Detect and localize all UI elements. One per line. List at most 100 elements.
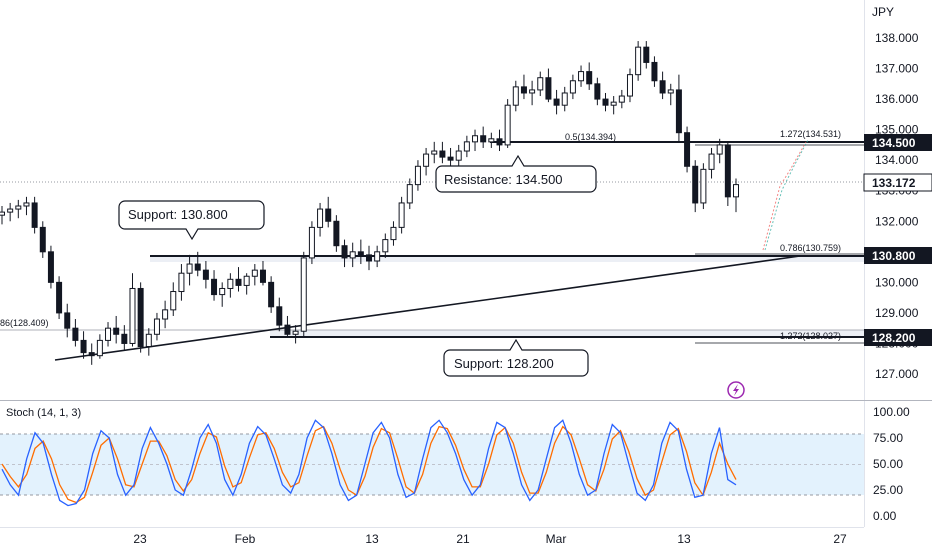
time-tick: 23 [133, 532, 147, 546]
candle [569, 74, 576, 100]
badge-134500[interactable]: 134.500 [864, 134, 932, 151]
candle [578, 65, 585, 87]
callout-resistance-text: Resistance: 134.500 [444, 172, 563, 187]
candle [537, 71, 544, 97]
badge-130800[interactable]: 130.800 [864, 247, 932, 264]
candle [455, 144, 462, 167]
candle [610, 96, 617, 115]
candle [692, 160, 699, 213]
candle [472, 129, 479, 152]
candle [137, 282, 144, 353]
candle [276, 297, 283, 332]
candle [15, 199, 22, 219]
price-tick: 130.000 [875, 275, 919, 289]
candle [227, 273, 234, 298]
badge-128200-text: 128.200 [872, 331, 916, 345]
stoch-tick: 75.00 [873, 431, 903, 445]
stoch-axis[interactable]: 100.00 75.00 50.00 25.00 0.00 [873, 405, 910, 523]
badge-130800-text: 130.800 [872, 249, 916, 263]
price-tick: 135.000 [875, 123, 919, 137]
price-axis[interactable]: 138.000137.000136.000135.000134.000133.0… [875, 31, 919, 381]
candle [374, 245, 381, 268]
badge-current-price[interactable]: 133.172 [863, 173, 932, 192]
callout-support-128-text: Support: 128.200 [454, 356, 554, 371]
badge-current-price-text: 133.172 [872, 176, 916, 190]
candle [162, 300, 169, 329]
candle [292, 325, 299, 344]
candle [545, 68, 552, 103]
candle [733, 178, 739, 213]
candle [529, 80, 536, 106]
callout-support-130[interactable]: Support: 130.800 [118, 200, 265, 241]
candle [512, 80, 519, 112]
candle [178, 264, 185, 301]
candle [504, 99, 511, 148]
candle [96, 334, 103, 359]
candle [382, 233, 389, 258]
candle [88, 343, 95, 365]
candle [194, 251, 201, 277]
stoch-d-line [1, 425, 737, 504]
callout-resistance[interactable]: Resistance: 134.500 [435, 154, 597, 193]
price-tick: 136.000 [875, 92, 919, 106]
candle [366, 245, 372, 271]
candle [594, 77, 601, 106]
candle [463, 135, 470, 158]
price-tick: 138.000 [875, 31, 919, 45]
candle [308, 221, 315, 265]
badge-134500-text: 134.500 [872, 136, 916, 150]
time-tick: Feb [235, 532, 256, 546]
candle [414, 160, 421, 191]
price-tick: 127.000 [875, 367, 919, 381]
candle [626, 68, 633, 103]
candle [700, 163, 707, 210]
candle [145, 328, 152, 356]
candle [31, 196, 38, 234]
time-tick: Mar [546, 532, 567, 546]
candle [243, 273, 250, 295]
support-zone-128 [270, 330, 864, 337]
candle [447, 147, 454, 167]
fib-label-2: 0.786(130.759) [780, 243, 841, 253]
candle [47, 245, 54, 289]
candle [186, 254, 193, 286]
candle [113, 315, 120, 344]
candle [235, 267, 242, 292]
badge-128200[interactable]: 128.200 [864, 329, 932, 346]
trendline[interactable] [54, 255, 801, 361]
candle [64, 303, 71, 338]
callout-support-128[interactable]: Support: 128.200 [443, 338, 589, 377]
projection-red [762, 141, 807, 251]
fib-label-0: 0.5(134.394) [565, 132, 616, 142]
candle [480, 126, 487, 148]
candle [317, 202, 324, 237]
candle [284, 315, 291, 338]
price-tick: 134.000 [875, 153, 919, 167]
candle [202, 260, 209, 289]
candle [643, 41, 650, 69]
candle [333, 215, 340, 252]
candle [7, 202, 14, 222]
candle [219, 282, 226, 307]
candle [561, 86, 568, 112]
stoch-layer [1, 419, 737, 507]
fib-label-3: 1.272(128.027) [780, 331, 841, 341]
candle [72, 319, 79, 347]
time-axis[interactable]: 23 Feb 13 21 Mar 13 27 [133, 532, 847, 546]
projection-green [764, 139, 809, 251]
candle [300, 251, 307, 338]
candle [488, 132, 495, 148]
stoch-tick: 25.00 [873, 483, 903, 497]
candle [251, 264, 258, 286]
candle [635, 41, 642, 81]
currency-label: JPY [872, 5, 894, 19]
candle [341, 239, 348, 268]
candle [56, 276, 63, 320]
candle [390, 221, 397, 246]
candle [684, 126, 691, 173]
candle [153, 312, 160, 341]
candle [708, 147, 715, 179]
price-tick: 129.000 [875, 306, 919, 320]
lightning-icon[interactable] [727, 381, 745, 399]
